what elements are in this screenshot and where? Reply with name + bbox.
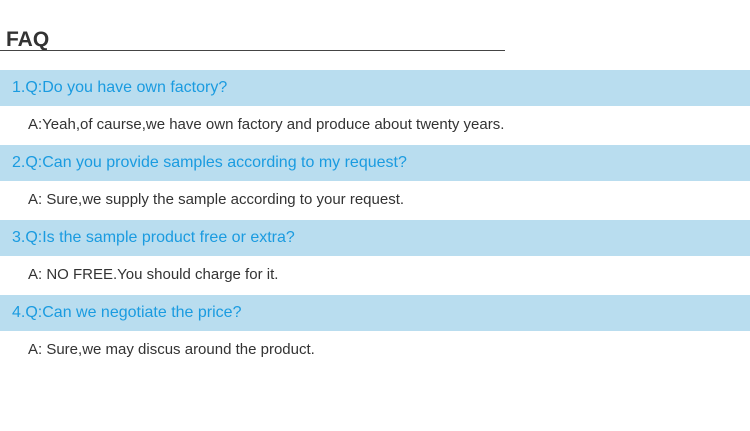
faq-question: 1.Q:Do you have own factory? (0, 70, 750, 106)
faq-answer: A: NO FREE.You should charge for it. (28, 266, 279, 283)
faq-answer: A: Sure,we may discus around the product… (28, 341, 315, 358)
faq-question: 4.Q:Can we negotiate the price? (0, 295, 750, 331)
faq-question: 3.Q:Is the sample product free or extra? (0, 220, 750, 256)
faq-answer: A: Sure,we supply the sample according t… (28, 191, 405, 208)
page-title: FAQ (6, 28, 50, 51)
title-divider (0, 50, 505, 51)
faq-answer: A:Yeah,of caurse,we have own factory and… (28, 116, 505, 133)
faq-question: 2.Q:Can you provide samples according to… (0, 145, 750, 181)
